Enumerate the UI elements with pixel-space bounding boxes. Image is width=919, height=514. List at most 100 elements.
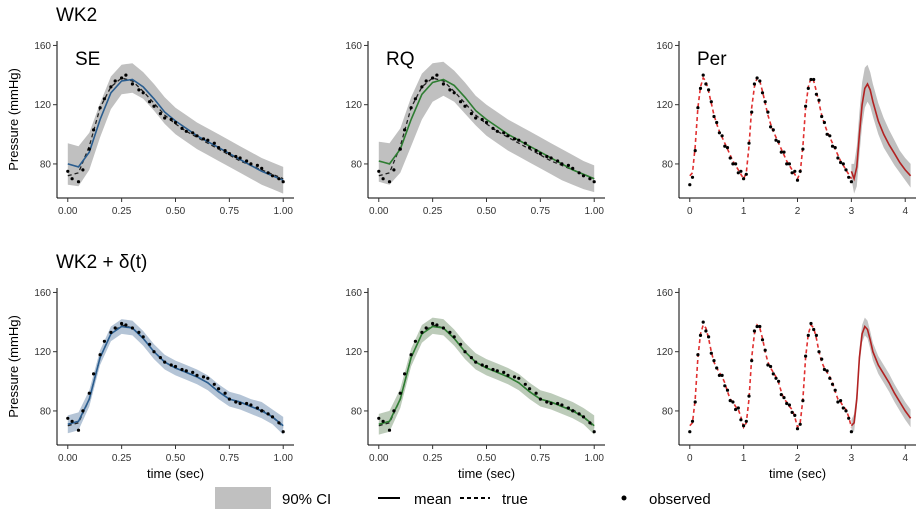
- observed-point: [238, 401, 242, 406]
- y-tick-label: 80: [662, 159, 674, 170]
- y-tick-label: 80: [40, 159, 52, 170]
- observed-point: [480, 363, 484, 367]
- observed-point: [774, 376, 778, 380]
- x-tick-label: 2: [795, 206, 801, 217]
- observed-point: [217, 146, 221, 150]
- observed-point: [744, 172, 748, 176]
- observed-point: [571, 409, 575, 413]
- observed-point: [452, 91, 456, 95]
- observed-point: [201, 375, 206, 379]
- observed-point: [387, 180, 392, 184]
- observed-point: [381, 419, 385, 423]
- y-axis-label: Pressure (mmHg): [6, 315, 21, 418]
- observed-point: [814, 92, 819, 96]
- observed-point: [277, 177, 281, 181]
- observed-point: [750, 110, 754, 114]
- x-axis-label: time (sec): [458, 466, 515, 481]
- observed-point: [545, 154, 549, 159]
- observed-point: [81, 168, 85, 172]
- observed-point: [491, 367, 495, 372]
- observed-point: [825, 369, 829, 373]
- panel-title-rq: RQ: [386, 49, 415, 70]
- x-tick-label: 0.50: [166, 206, 186, 217]
- x-tick-label: 0.00: [58, 453, 78, 464]
- observed-point: [787, 162, 792, 166]
- observed-point: [173, 120, 178, 125]
- observed-point: [688, 430, 692, 434]
- observed-point: [212, 382, 216, 386]
- observed-point: [502, 370, 506, 374]
- x-tick-label: 0.00: [369, 206, 389, 217]
- observed-point: [463, 350, 467, 354]
- observed-point: [577, 171, 581, 175]
- observed-point: [841, 162, 845, 166]
- ci-band: [67, 319, 284, 435]
- legend-observed-dot: [621, 495, 627, 501]
- observed-point: [266, 171, 270, 175]
- observed-point: [755, 324, 759, 329]
- observed-point: [120, 321, 124, 326]
- observed-point: [742, 424, 746, 428]
- observed-point: [377, 416, 381, 420]
- observed-point: [249, 403, 253, 407]
- observed-point: [448, 330, 452, 334]
- observed-point: [173, 364, 178, 369]
- observed-point: [512, 375, 517, 379]
- panel-wk2-per: 80 120 160 0 1 2 3 4 Per: [656, 41, 916, 217]
- observed-point: [424, 79, 428, 83]
- y-tick-label: 120: [656, 100, 673, 111]
- observed-point: [725, 146, 730, 150]
- observed-point: [195, 373, 199, 377]
- observed-point: [779, 150, 783, 154]
- observed-point: [769, 125, 773, 129]
- observed-point: [124, 323, 128, 327]
- observed-point: [777, 379, 781, 383]
- observed-point: [158, 356, 162, 360]
- observed-point: [392, 409, 396, 413]
- observed-point: [130, 82, 134, 86]
- observed-point: [463, 104, 467, 108]
- observed-point: [804, 354, 808, 358]
- observed-point: [158, 112, 162, 116]
- x-tick-label: 1: [741, 453, 747, 464]
- panel-title-se: SE: [75, 49, 100, 70]
- observed-point: [152, 350, 156, 354]
- observed-point: [696, 106, 700, 110]
- observed-point: [790, 171, 794, 175]
- observed-point: [448, 88, 452, 92]
- observed-point: [70, 177, 74, 181]
- observed-point: [752, 329, 757, 333]
- observed-point: [76, 428, 81, 432]
- observed-point: [774, 138, 778, 142]
- observed-point: [381, 177, 385, 181]
- observed-point: [769, 364, 773, 369]
- observed-point: [255, 406, 259, 410]
- x-tick-label: 0.75: [220, 206, 240, 217]
- observed-point: [148, 342, 152, 346]
- observed-point: [217, 387, 221, 391]
- observed-point: [528, 387, 532, 391]
- observed-point: [720, 134, 724, 138]
- observed-point: [830, 382, 835, 386]
- x-tick-label: 0.00: [58, 206, 78, 217]
- y-tick-label: 80: [351, 159, 363, 170]
- observed-point: [523, 141, 527, 145]
- observed-point: [549, 156, 553, 160]
- observed-point: [560, 403, 564, 407]
- observed-point: [793, 413, 797, 417]
- observed-point: [566, 163, 571, 167]
- observed-point: [830, 144, 835, 148]
- ci-band: [851, 317, 911, 432]
- observed-point: [403, 372, 407, 376]
- observed-point: [120, 76, 124, 80]
- observed-point: [779, 393, 783, 397]
- observed-point: [474, 116, 478, 120]
- panel-wk2-se: 80 120 160 0.00 0.25 0.50 0.75 1.00 SE Pressure (…: [6, 41, 294, 217]
- x-tick-label: 0.75: [531, 453, 551, 464]
- x-tick-label: 0.50: [477, 453, 497, 464]
- observed-point: [512, 137, 517, 141]
- observed-point: [560, 162, 564, 166]
- observed-point: [809, 77, 813, 82]
- observed-point: [814, 333, 819, 337]
- y-tick-label: 120: [656, 347, 673, 358]
